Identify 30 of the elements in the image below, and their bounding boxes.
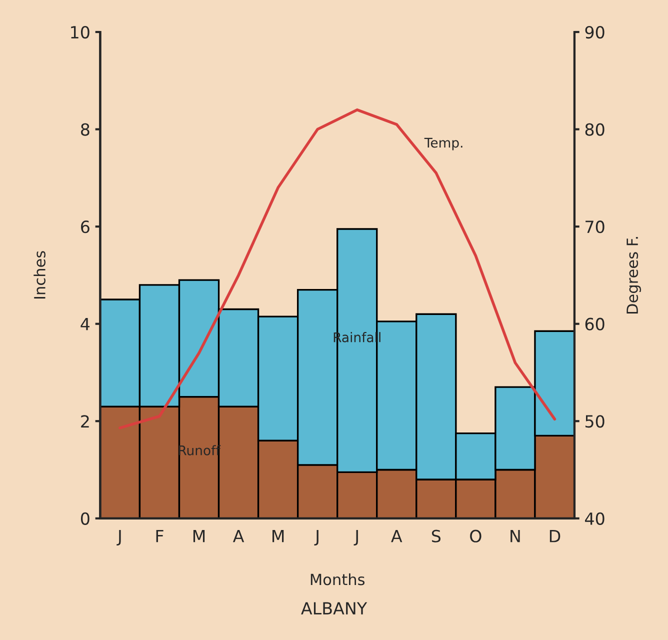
y-tick-label: 10 xyxy=(71,26,90,39)
line-series xyxy=(118,108,556,430)
y2-tick-label: 80 xyxy=(585,123,604,136)
x-axis-title: Months xyxy=(310,573,365,586)
x-tick-label: D xyxy=(550,530,560,542)
y-tick-label: 2 xyxy=(81,415,89,428)
x-tick-label: O xyxy=(470,530,482,542)
series-label: Temp. xyxy=(424,138,462,150)
x-tick-label: F xyxy=(156,530,164,542)
y-tick-label: 8 xyxy=(81,123,90,136)
y-axis-title: Inches xyxy=(34,251,46,299)
y2-tick-label: 70 xyxy=(586,220,604,234)
y2-tick-label: 60 xyxy=(585,318,604,330)
y2-axis-title: Degrees F. xyxy=(626,237,642,314)
y-tick-label: 6 xyxy=(81,220,90,234)
x-tick-label: J xyxy=(116,530,121,546)
y2-tick-label: 50 xyxy=(585,415,604,428)
x-tick-label: A xyxy=(391,530,402,542)
x-tick-label: A xyxy=(232,530,244,542)
y2-tick-label: 40 xyxy=(585,512,604,525)
x-tick-label: M xyxy=(272,530,284,542)
x-tick-label: N xyxy=(510,530,520,542)
y-tick-label: 4 xyxy=(80,318,90,330)
x-tick-label: S xyxy=(432,530,441,542)
y-tick-label: 0 xyxy=(80,512,90,525)
text: ALBANY xyxy=(301,602,368,614)
x-tick-label: J xyxy=(354,530,358,546)
x-tick-label: J xyxy=(314,530,318,546)
y2-tick-label: 90 xyxy=(585,26,604,39)
x-tick-label: M xyxy=(193,530,205,542)
